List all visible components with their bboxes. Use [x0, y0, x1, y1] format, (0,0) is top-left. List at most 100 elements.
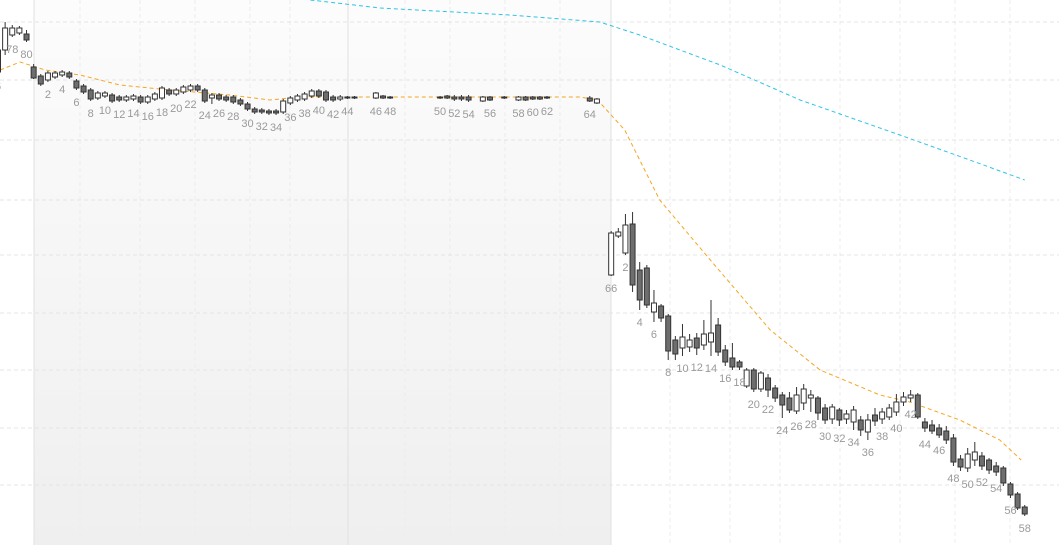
- bar-label: 44: [919, 439, 931, 451]
- candle-body: [750, 369, 757, 390]
- candle-body: [608, 232, 615, 276]
- moving-average-line: [310, 0, 1025, 181]
- bar-label: 34: [270, 122, 282, 134]
- bar-label: 46: [370, 106, 382, 118]
- candle-body: [907, 394, 914, 399]
- candle-body: [822, 407, 829, 421]
- candle-body: [9, 27, 16, 36]
- candle-body: [672, 339, 679, 355]
- bar-label: 28: [805, 419, 817, 431]
- bar-label: 24: [199, 110, 211, 122]
- bar-label: 42: [905, 409, 917, 421]
- candle-body: [273, 110, 280, 114]
- bar-label: 10: [99, 105, 111, 117]
- candle-body: [330, 96, 337, 101]
- bar-label: 2: [45, 89, 51, 101]
- candle-body: [1007, 483, 1014, 496]
- bar-label: 60: [527, 107, 539, 119]
- candle-body: [315, 90, 322, 97]
- candle-body: [223, 96, 230, 101]
- candle-body: [230, 96, 237, 103]
- bar-label: 8: [665, 367, 671, 379]
- bar-label: 16: [719, 373, 731, 385]
- candle-body: [886, 407, 893, 418]
- candle-body: [130, 95, 137, 100]
- candle-body: [986, 459, 993, 471]
- candle-body: [857, 419, 864, 431]
- bar-label: 54: [462, 109, 474, 121]
- candle-body: [658, 305, 665, 319]
- bar-label: 32: [833, 433, 845, 445]
- bar-label: 24: [776, 425, 788, 437]
- candle-body: [929, 424, 936, 432]
- bar-label: 4: [637, 317, 643, 329]
- bar-label: 50: [962, 479, 974, 491]
- candle-body: [465, 96, 472, 101]
- bar-label: 48: [384, 106, 396, 118]
- candle-body: [615, 231, 622, 237]
- bar-label: 2: [622, 262, 628, 274]
- candle-body: [344, 96, 351, 99]
- bar-label: 34: [847, 437, 859, 449]
- candle-body: [715, 324, 722, 353]
- horizontal-grid: [0, 21, 1059, 486]
- bar-label: 10: [676, 363, 688, 375]
- bar-label: 12: [113, 109, 125, 121]
- candle-body: [921, 421, 928, 429]
- overlay-lines: [0, 0, 1025, 461]
- bar-label: 66: [605, 283, 617, 295]
- candle-body: [529, 96, 536, 100]
- bar-label: 46: [933, 445, 945, 457]
- bar-label: 40: [890, 423, 902, 435]
- candle-body: [258, 109, 265, 113]
- candle-body: [308, 90, 315, 97]
- candle-body: [864, 419, 871, 433]
- candle-body: [372, 92, 379, 99]
- candle-body: [479, 96, 486, 102]
- candle-body: [700, 333, 707, 346]
- bar-label: 6: [73, 97, 79, 109]
- candle-body: [943, 430, 950, 441]
- candle-body: [679, 336, 686, 349]
- candle-body: [337, 96, 344, 100]
- candle-body: [622, 224, 629, 254]
- bar-label: 16: [142, 111, 154, 123]
- candle-body: [158, 87, 165, 99]
- candle-body: [936, 427, 943, 436]
- candle-body: [950, 437, 957, 463]
- candle-body: [643, 267, 650, 306]
- candle-body: [736, 361, 743, 368]
- bar-label: 32: [256, 121, 268, 133]
- candle-body: [836, 409, 843, 421]
- candle-body: [351, 96, 358, 99]
- session-shade: [34, 0, 611, 545]
- candle-body: [793, 394, 800, 412]
- candle-body: [151, 93, 158, 100]
- candle-body: [757, 372, 764, 390]
- candle-body: [665, 315, 672, 352]
- bar-label: 38: [298, 108, 310, 120]
- bar-label: 20: [170, 103, 182, 115]
- candle-body: [216, 94, 223, 100]
- candle-body: [850, 409, 857, 423]
- candle-body: [287, 97, 294, 104]
- bar-label: 12: [691, 362, 703, 374]
- bar-label: 8: [88, 108, 94, 120]
- candle-body: [187, 85, 194, 91]
- candle-body: [73, 80, 80, 89]
- bar-label: 6: [0, 81, 1, 93]
- candle-body: [522, 96, 529, 101]
- candle-body: [650, 302, 657, 313]
- candle-body: [501, 96, 508, 99]
- candle-body: [772, 387, 779, 399]
- bar-label: 36: [862, 447, 874, 459]
- candle-body: [765, 377, 772, 391]
- bar-label: 62: [541, 106, 553, 118]
- candle-body: [879, 411, 886, 420]
- candle-body: [957, 458, 964, 468]
- bar-label: 58: [512, 108, 524, 120]
- candle-body: [280, 100, 287, 113]
- bar-label: 56: [484, 108, 496, 120]
- candle-body: [1014, 493, 1021, 509]
